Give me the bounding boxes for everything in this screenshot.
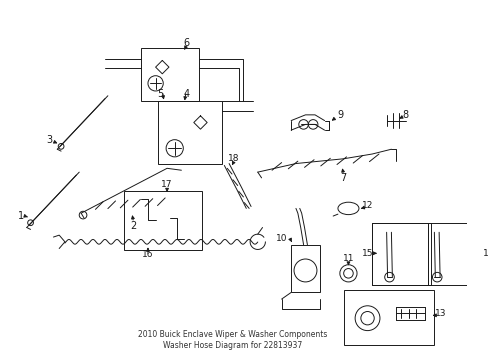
Text: 8: 8 <box>402 110 408 120</box>
Text: 10: 10 <box>275 234 287 243</box>
Bar <box>157 102 222 163</box>
Text: 2010 Buick Enclave Wiper & Washer Components
Washer Hose Diagram for 22813937: 2010 Buick Enclave Wiper & Washer Compon… <box>138 330 327 350</box>
Text: 16: 16 <box>142 250 153 259</box>
Bar <box>371 223 427 285</box>
Text: 5: 5 <box>157 89 163 99</box>
Text: 2: 2 <box>130 221 137 231</box>
Bar <box>124 191 202 251</box>
Text: 4: 4 <box>183 89 189 99</box>
Text: 11: 11 <box>342 253 353 262</box>
Text: 3: 3 <box>46 135 53 145</box>
Text: 17: 17 <box>161 180 172 189</box>
Text: 1: 1 <box>18 211 24 221</box>
Bar <box>290 245 319 292</box>
Text: 14: 14 <box>482 249 488 258</box>
Text: 18: 18 <box>228 154 239 163</box>
Text: 13: 13 <box>434 309 446 318</box>
Text: 9: 9 <box>337 110 343 120</box>
Bar <box>343 289 433 345</box>
Bar <box>141 48 198 100</box>
Text: 12: 12 <box>361 201 372 210</box>
Bar <box>427 223 429 285</box>
Text: 7: 7 <box>340 173 346 183</box>
Bar <box>371 223 481 285</box>
Text: 6: 6 <box>183 38 189 48</box>
Text: 15: 15 <box>361 249 372 258</box>
